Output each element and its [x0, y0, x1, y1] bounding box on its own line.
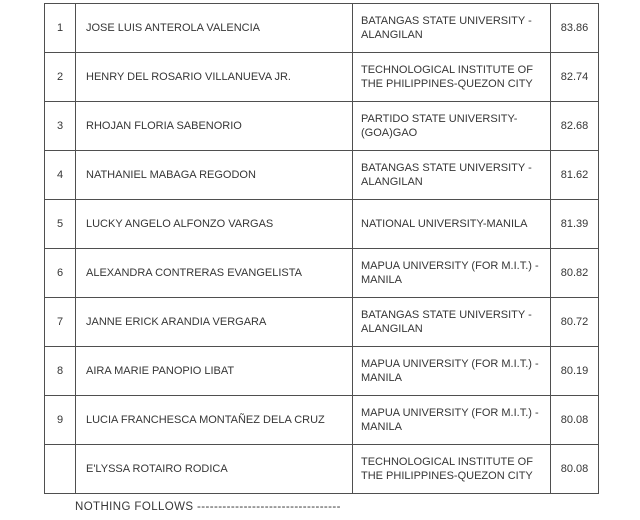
table-row: 6 ALEXANDRA CONTRERAS EVANGELISTA MAPUA UN…	[44, 248, 599, 298]
score-cell: 82.74	[550, 52, 599, 102]
nothing-follows-note: NOTHING FOLLOWS ------------------------…	[75, 501, 341, 513]
table-row: 2 HENRY DEL ROSARIO VILLANUEVA JR. TECHNOL…	[44, 52, 599, 102]
rank-cell: 6	[44, 248, 76, 298]
school-cell: BATANGAS STATE UNIVERSITY - ALANGILAN	[352, 297, 551, 347]
table-row: 7 JANNE ERICK ARANDIA VERGARA BATANGAS STA…	[44, 297, 599, 347]
score-cell: 80.08	[550, 444, 599, 494]
name-cell: AIRA MARIE PANOPIO LIBAT	[75, 346, 353, 396]
rank-cell: 7	[44, 297, 76, 347]
results-table: 1 JOSE LUIS ANTEROLA VALENCIA BATANGAS STA…	[44, 3, 599, 494]
school-cell: MAPUA UNIVERSITY (FOR M.I.T.) - MANILA	[352, 346, 551, 396]
school-cell: BATANGAS STATE UNIVERSITY - ALANGILAN	[352, 3, 551, 53]
table-row: 8 AIRA MARIE PANOPIO LIBAT MAPUA UNIVERSIT…	[44, 346, 599, 396]
rank-cell: 3	[44, 101, 76, 151]
school-cell: TECHNOLOGICAL INSTITUTE OF THE PHILIPPIN…	[352, 52, 551, 102]
results-table-body: 1 JOSE LUIS ANTEROLA VALENCIA BATANGAS STA…	[44, 3, 599, 494]
rank-cell: 4	[44, 150, 76, 200]
name-cell: ALEXANDRA CONTRERAS EVANGELISTA	[75, 248, 353, 298]
school-cell: BATANGAS STATE UNIVERSITY - ALANGILAN	[352, 150, 551, 200]
name-cell: LUCIA FRANCHESCA MONTAÑEZ DELA CRUZ	[75, 395, 353, 445]
table-row: 5 LUCKY ANGELO ALFONZO VARGAS NATIONAL UNI…	[44, 199, 599, 249]
rank-cell: 1	[44, 3, 76, 53]
school-cell: PARTIDO STATE UNIVERSITY-(GOA)GAO	[352, 101, 551, 151]
score-cell: 82.68	[550, 101, 599, 151]
rank-cell: 8	[44, 346, 76, 396]
score-cell: 81.62	[550, 150, 599, 200]
name-cell: RHOJAN FLORIA SABENORIO	[75, 101, 353, 151]
table-row: E'LYSSA ROTAIRO RODICA TECHNOLOGICAL INST…	[44, 444, 599, 494]
score-cell: 83.86	[550, 3, 599, 53]
rank-cell: 2	[44, 52, 76, 102]
name-cell: JANNE ERICK ARANDIA VERGARA	[75, 297, 353, 347]
score-cell: 80.82	[550, 248, 599, 298]
table-row: 4 NATHANIEL MABAGA REGODON BATANGAS STATE …	[44, 150, 599, 200]
name-cell: NATHANIEL MABAGA REGODON	[75, 150, 353, 200]
school-cell: MAPUA UNIVERSITY (FOR M.I.T.) - MANILA	[352, 248, 551, 298]
school-cell: MAPUA UNIVERSITY (FOR M.I.T.) - MANILA	[352, 395, 551, 445]
rank-cell	[44, 444, 76, 494]
score-cell: 80.72	[550, 297, 599, 347]
score-cell: 80.19	[550, 346, 599, 396]
table-row: 1 JOSE LUIS ANTEROLA VALENCIA BATANGAS STA…	[44, 3, 599, 53]
score-cell: 81.39	[550, 199, 599, 249]
table-row: 3 RHOJAN FLORIA SABENORIO PARTIDO STATE UN…	[44, 101, 599, 151]
name-cell: JOSE LUIS ANTEROLA VALENCIA	[75, 3, 353, 53]
name-cell: E'LYSSA ROTAIRO RODICA	[75, 444, 353, 494]
name-cell: HENRY DEL ROSARIO VILLANUEVA JR.	[75, 52, 353, 102]
name-cell: LUCKY ANGELO ALFONZO VARGAS	[75, 199, 353, 249]
rank-cell: 9	[44, 395, 76, 445]
score-cell: 80.08	[550, 395, 599, 445]
rank-cell: 5	[44, 199, 76, 249]
school-cell: NATIONAL UNIVERSITY-MANILA	[352, 199, 551, 249]
table-row: 9 LUCIA FRANCHESCA MONTAÑEZ DELA CRUZ MAPU…	[44, 395, 599, 445]
school-cell: TECHNOLOGICAL INSTITUTE OF THE PHILIPPIN…	[352, 444, 551, 494]
